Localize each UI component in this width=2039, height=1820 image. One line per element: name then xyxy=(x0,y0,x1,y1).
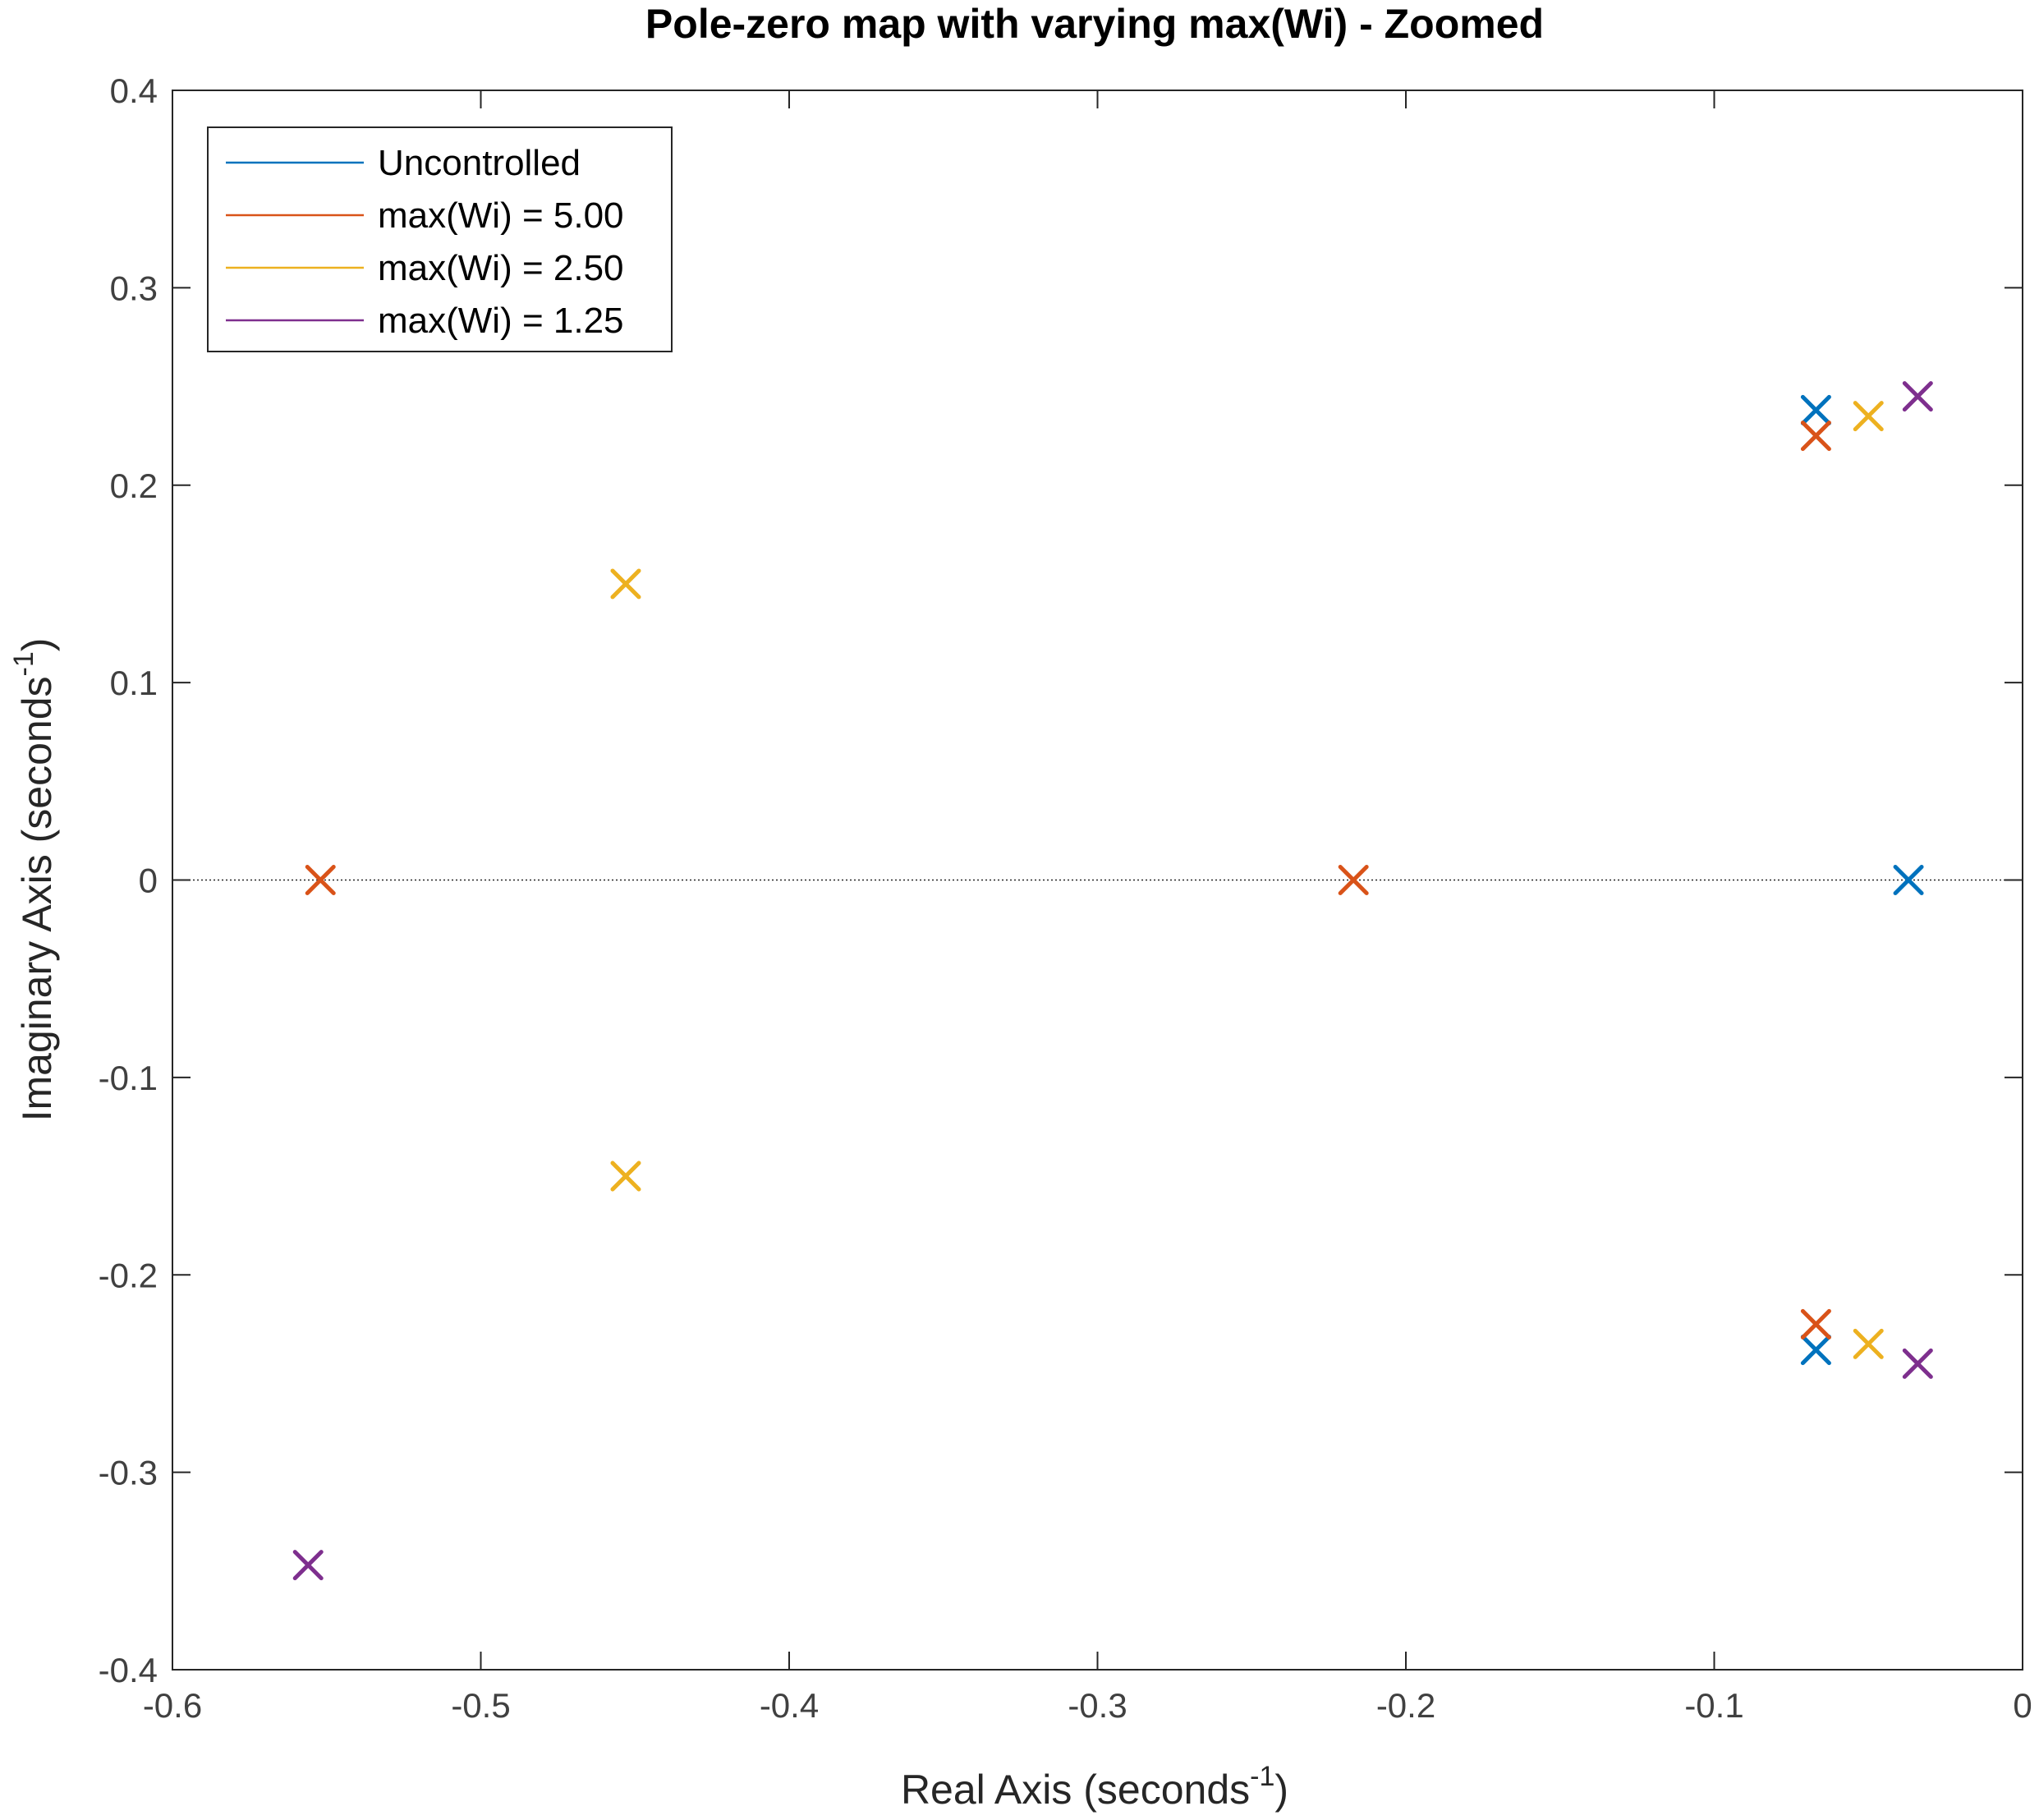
pole-markers xyxy=(292,381,1933,1581)
y-axis-label-text: Imaginary Axis (seconds xyxy=(14,676,60,1121)
pole-marker xyxy=(1800,421,1831,452)
legend-box xyxy=(207,126,673,352)
y-tick-label: -0.1 xyxy=(99,1059,158,1097)
pole-marker xyxy=(1800,1308,1831,1340)
pole-marker xyxy=(610,1160,641,1192)
chart-title: Pole-zero map with varying max(Wi) - Zoo… xyxy=(645,1,1544,47)
x-axis-label-superscript: -1 xyxy=(1250,1761,1274,1792)
x-tick-label: -0.3 xyxy=(1068,1686,1127,1725)
axis-ticks: -0.6 -0.5 -0.4 -0.3 -0.2 -0.1 0 -0.4 -0.3 -0.2 -0.… xyxy=(99,71,2032,1725)
x-axis-label-end: ) xyxy=(1274,1767,1288,1813)
y-tick-label: -0.4 xyxy=(99,1651,158,1689)
pole-marker xyxy=(1853,401,1884,432)
y-tick-label: 0.3 xyxy=(110,269,158,307)
x-axis-label-text: Real Axis (seconds xyxy=(901,1767,1250,1813)
legend-entry: max(Wi) = 5.00 xyxy=(378,195,624,236)
pole-marker xyxy=(1902,381,1933,412)
pole-marker xyxy=(1800,1335,1831,1366)
pole-marker xyxy=(1853,1328,1884,1359)
x-axis-label: Real Axis (seconds-1) xyxy=(901,1761,1288,1813)
y-tick-label: 0.2 xyxy=(110,466,158,505)
legend-entry: max(Wi) = 2.50 xyxy=(378,248,624,288)
pole-marker xyxy=(1902,1348,1933,1379)
legend-entry: Uncontrolled xyxy=(378,143,581,183)
y-axis-label: Imaginary Axis (seconds-1) xyxy=(8,638,60,1122)
pole-marker xyxy=(1800,394,1831,425)
pole-marker xyxy=(1893,865,1924,895)
x-tick-label: -0.5 xyxy=(451,1686,510,1725)
legend: Uncontrolled max(Wi) = 5.00 max(Wi) = 2.50… xyxy=(207,126,673,352)
pole-marker xyxy=(292,1550,324,1581)
x-tick-label: -0.6 xyxy=(143,1686,202,1725)
y-tick-label: 0 xyxy=(139,862,158,900)
legend-entry: max(Wi) = 1.25 xyxy=(378,301,624,341)
pole-marker xyxy=(305,865,336,895)
y-tick-label: -0.3 xyxy=(99,1454,158,1492)
y-tick-label: 0.1 xyxy=(110,664,158,702)
x-tick-label: -0.1 xyxy=(1684,1686,1743,1725)
x-tick-label: 0 xyxy=(2013,1686,2032,1725)
pole-marker xyxy=(610,568,641,600)
y-axis-label-superscript: -1 xyxy=(8,651,39,676)
pole-marker xyxy=(1338,865,1369,895)
y-axis-label-end: ) xyxy=(14,638,60,652)
y-tick-label: -0.2 xyxy=(99,1256,158,1294)
x-tick-label: -0.2 xyxy=(1376,1686,1435,1725)
y-tick-label: 0.4 xyxy=(110,71,158,110)
x-tick-label: -0.4 xyxy=(760,1686,819,1725)
